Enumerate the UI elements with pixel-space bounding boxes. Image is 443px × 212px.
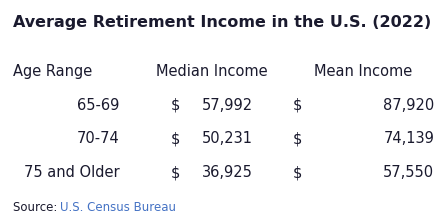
Text: $: $ — [292, 98, 302, 113]
Text: 36,925: 36,925 — [202, 165, 253, 180]
Text: $: $ — [292, 131, 302, 146]
Text: $: $ — [171, 165, 180, 180]
Text: Source:: Source: — [13, 201, 62, 212]
Text: 57,992: 57,992 — [202, 98, 253, 113]
Text: $: $ — [171, 131, 180, 146]
Text: Average Retirement Income in the U.S. (2022): Average Retirement Income in the U.S. (2… — [13, 15, 431, 30]
Text: Mean Income: Mean Income — [314, 64, 412, 79]
Text: 65-69: 65-69 — [77, 98, 120, 113]
Text: Age Range: Age Range — [13, 64, 93, 79]
Text: $: $ — [292, 165, 302, 180]
Text: 74,139: 74,139 — [383, 131, 434, 146]
Text: U.S. Census Bureau: U.S. Census Bureau — [60, 201, 176, 212]
Text: $: $ — [171, 98, 180, 113]
Text: Median Income: Median Income — [156, 64, 267, 79]
Text: 75 and Older: 75 and Older — [24, 165, 120, 180]
Text: 87,920: 87,920 — [383, 98, 434, 113]
Text: 70-74: 70-74 — [77, 131, 120, 146]
Text: 57,550: 57,550 — [383, 165, 434, 180]
Text: 50,231: 50,231 — [202, 131, 253, 146]
